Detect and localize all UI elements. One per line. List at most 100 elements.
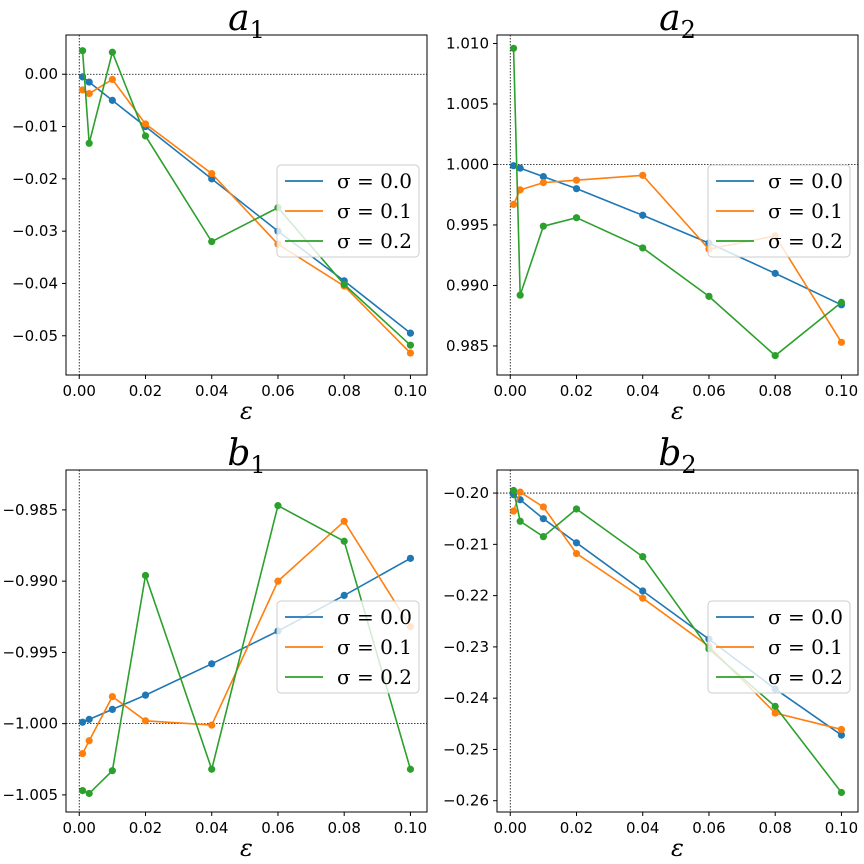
x-tick-label: 0.02: [560, 382, 593, 400]
x-tick-label: 0.10: [394, 819, 427, 837]
y-tick-label: 1.005: [446, 95, 489, 113]
data-point: [208, 765, 216, 773]
y-tick-label: 0.985: [446, 337, 489, 355]
data-point: [539, 179, 547, 187]
data-point: [572, 549, 581, 558]
y-tick-label: −0.05: [12, 327, 58, 345]
data-point: [516, 517, 524, 525]
legend-box: [276, 164, 420, 258]
series-line-2: [82, 504, 412, 795]
data-point: [108, 705, 116, 714]
legend: σ = 0.0 σ = 0.1 σ = 0.2: [276, 600, 420, 694]
data-point: [639, 594, 647, 602]
y-tick-label: −0.990: [2, 572, 58, 590]
x-tick-label: 0.10: [825, 382, 858, 400]
data-point: [274, 502, 282, 510]
data-point: [78, 47, 87, 55]
x-tick-label: 0.06: [692, 819, 725, 837]
x-tick-label: 0.02: [129, 819, 162, 837]
x-tick-label: 0.08: [327, 819, 360, 837]
chart-title-main: a: [659, 0, 680, 39]
axes-frame: [496, 469, 859, 813]
data-point: [539, 503, 547, 511]
x-tick-label: 0.10: [825, 819, 858, 837]
legend-entry: σ = 0.0: [768, 605, 843, 629]
data-point: [85, 737, 93, 745]
data-point: [572, 176, 581, 184]
data-point: [108, 692, 116, 701]
x-tick-label: 0.04: [195, 382, 228, 400]
series-line-2: [81, 49, 411, 346]
data-point: [208, 238, 216, 246]
data-point: [837, 725, 846, 734]
data-point: [108, 75, 116, 84]
y-tick-label: −1.005: [2, 786, 58, 804]
x-axis-label: ε: [671, 397, 684, 425]
legend-box: [707, 164, 851, 258]
y-tick-label: −0.985: [2, 501, 58, 519]
data-point: [85, 89, 93, 98]
chart-title: a1: [228, 0, 265, 44]
y-tick-label: −0.21: [443, 535, 489, 553]
data-point: [516, 164, 524, 172]
legend: σ = 0.0 σ = 0.1 σ = 0.2: [707, 164, 851, 258]
legend-entry: σ = 0.1: [768, 635, 843, 659]
x-tick-label: 0.04: [195, 819, 228, 837]
data-point: [406, 341, 415, 349]
data-point: [406, 765, 415, 773]
data-point: [340, 280, 348, 289]
data-point: [208, 170, 216, 178]
data-point: [509, 162, 518, 170]
data-point: [208, 175, 216, 183]
x-tick-label: 0.00: [63, 819, 96, 837]
data-point: [85, 789, 93, 798]
legend-entry: σ = 0.0: [768, 169, 843, 193]
chart-title: b2: [658, 433, 696, 479]
legend-entry: σ = 0.1: [337, 635, 412, 659]
data-point: [108, 48, 116, 56]
data-point: [78, 749, 87, 758]
y-tick-label: −0.24: [443, 689, 489, 707]
x-tick-label: 0.02: [560, 819, 593, 837]
x-tick-label: 0.10: [394, 382, 427, 400]
data-point: [639, 244, 647, 252]
y-tick-label: −0.995: [2, 643, 58, 661]
data-point: [208, 660, 216, 668]
series-line-2: [512, 48, 842, 357]
data-point: [516, 186, 524, 194]
chart-title: a2: [659, 0, 696, 44]
data-point: [837, 731, 846, 739]
chart-title-subscript: 2: [681, 451, 696, 479]
x-axis-label: ε: [240, 834, 253, 862]
data-point: [78, 787, 87, 795]
data-point: [340, 537, 348, 545]
x-tick-label: 0.06: [261, 382, 294, 400]
y-tick-label: 1.000: [446, 155, 489, 173]
y-tick-label: −0.25: [443, 740, 489, 758]
data-point: [837, 298, 846, 307]
chart-panel-b2: 0.00 0.02 0.04 0.06 0.08 0.10 −0.20 −0.21 −0.22 −…: [443, 433, 859, 862]
legend-entry: σ = 0.0: [337, 169, 412, 193]
y-tick-label: −0.23: [443, 638, 489, 656]
legend-entry: σ = 0.2: [337, 229, 412, 253]
data-point: [108, 96, 116, 104]
data-point: [639, 553, 647, 561]
legend-entry: σ = 0.1: [768, 199, 843, 223]
data-point: [274, 577, 282, 585]
data-point: [406, 329, 415, 337]
legend-entry: σ = 0.2: [337, 665, 412, 689]
y-tick-label: −0.04: [12, 274, 58, 292]
data-point: [705, 292, 713, 300]
y-tick-label: −1.000: [2, 715, 58, 733]
data-point: [509, 200, 518, 208]
data-point: [141, 120, 150, 128]
axes-frame: [65, 469, 428, 813]
x-tick-label: 0.08: [327, 382, 360, 400]
y-tick-label: −0.22: [443, 587, 489, 605]
data-point: [639, 211, 647, 219]
series-line-1: [512, 490, 842, 731]
data-point: [516, 291, 524, 299]
x-tick-label: 0.04: [626, 819, 659, 837]
x-tick-label: 0.06: [261, 819, 294, 837]
